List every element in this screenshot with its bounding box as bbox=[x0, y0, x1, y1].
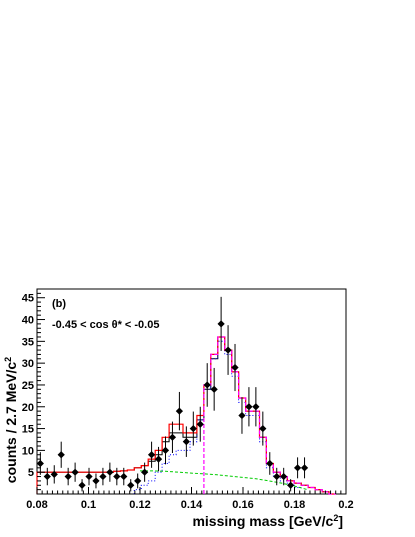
data-point-marker bbox=[238, 411, 246, 420]
data-point-marker bbox=[154, 455, 163, 463]
data-point-marker bbox=[175, 407, 183, 415]
data-point-marker bbox=[71, 468, 79, 476]
data-point-marker bbox=[50, 470, 58, 478]
fit-curves bbox=[36, 336, 336, 495]
data-point-marker bbox=[217, 320, 225, 328]
data-point-marker bbox=[266, 459, 274, 468]
data-point-marker bbox=[168, 433, 177, 441]
data-point-marker bbox=[273, 472, 281, 481]
x-axis-title: missing mass [GeV/c2] bbox=[192, 513, 343, 529]
x-tick-label: 0.2 bbox=[338, 499, 353, 511]
data-point-marker bbox=[64, 472, 72, 481]
data-point-marker bbox=[106, 468, 114, 476]
y-tick-label: 20 bbox=[22, 402, 34, 414]
data-point-marker bbox=[259, 424, 267, 433]
data-points bbox=[36, 296, 309, 492]
y-axis-ticks: 5 10 15 20 25 30 35 40 45 bbox=[22, 293, 45, 491]
data-point-marker bbox=[127, 481, 135, 489]
x-tick-label: 0.14 bbox=[181, 499, 203, 511]
data-point-marker bbox=[120, 472, 128, 481]
data-point-marker bbox=[189, 424, 197, 433]
x-tick-label: 0.16 bbox=[232, 499, 253, 511]
y-tick-label: 40 bbox=[22, 315, 34, 327]
y-tick-label: 15 bbox=[22, 424, 34, 436]
signal-fit-line bbox=[133, 340, 302, 494]
data-point-marker bbox=[280, 472, 288, 481]
data-point-marker bbox=[85, 472, 93, 481]
data-point-marker bbox=[287, 481, 295, 489]
data-point-marker bbox=[57, 451, 65, 459]
panel-label: (b) bbox=[52, 298, 66, 310]
data-point-marker bbox=[182, 438, 190, 446]
y-tick-label: 25 bbox=[22, 380, 34, 392]
data-point-marker bbox=[231, 363, 239, 372]
data-point-marker bbox=[113, 472, 121, 481]
data-point-marker bbox=[203, 381, 211, 389]
data-point-marker bbox=[252, 403, 260, 411]
x-tick-label: 0.08 bbox=[26, 499, 47, 511]
data-point-marker bbox=[293, 464, 302, 472]
x-tick-label: 0.1 bbox=[81, 499, 96, 511]
data-point-marker bbox=[99, 472, 107, 481]
total-fit-line bbox=[36, 336, 336, 495]
data-point-marker bbox=[141, 468, 149, 476]
data-point-marker bbox=[161, 446, 170, 454]
data-point-marker bbox=[92, 477, 100, 485]
data-point-marker bbox=[224, 346, 232, 354]
background-fit-line bbox=[140, 470, 308, 491]
data-point-marker bbox=[134, 477, 142, 485]
data-point-marker bbox=[210, 385, 218, 393]
y-tick-label: 30 bbox=[22, 358, 34, 370]
y-axis-title: counts / 2.7 MeV/c2 bbox=[3, 357, 19, 483]
cos-theta-annotation: -0.45 < cos θ* < -0.05 bbox=[52, 319, 159, 331]
y-tick-label: 35 bbox=[22, 336, 34, 348]
y-tick-label: 45 bbox=[22, 293, 34, 305]
y-tick-label: 5 bbox=[28, 467, 34, 479]
data-point-marker bbox=[300, 464, 309, 472]
y-tick-label: 10 bbox=[22, 445, 34, 457]
data-point-marker bbox=[43, 472, 51, 481]
data-point-marker bbox=[245, 403, 253, 411]
data-point-marker bbox=[78, 481, 86, 489]
data-point-marker bbox=[147, 451, 156, 459]
data-point-marker bbox=[196, 420, 204, 428]
mc-histogram-line bbox=[36, 336, 336, 495]
x-tick-label: 0.18 bbox=[284, 499, 305, 511]
x-tick-label: 0.12 bbox=[129, 499, 150, 511]
x-axis-ticks: 0.08 0.1 0.12 0.14 0.16 0.18 0.2 bbox=[26, 487, 354, 511]
